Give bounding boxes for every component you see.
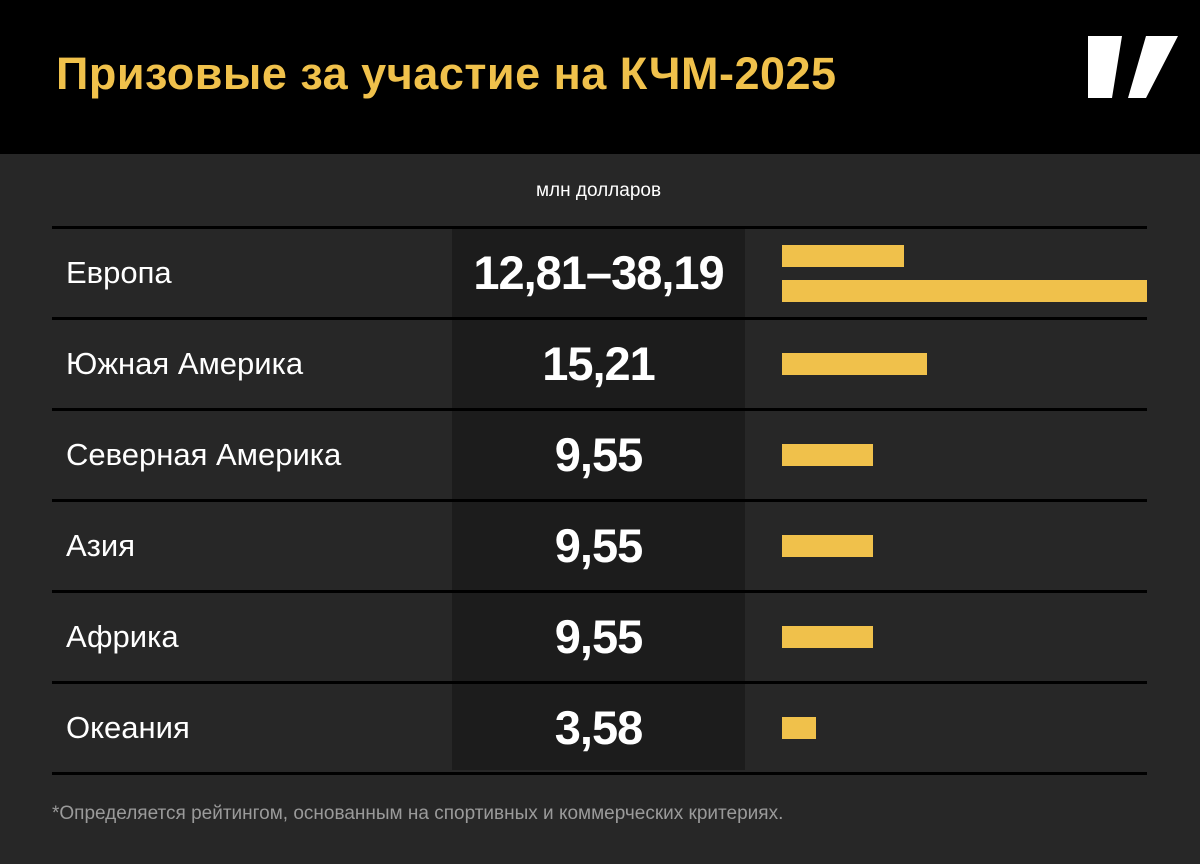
page-title: Призовые за участие на КЧМ-2025 <box>56 48 837 99</box>
footnote: *Определяется рейтингом, основанным на с… <box>52 803 784 824</box>
bar-group <box>782 229 1147 317</box>
bar-group <box>782 502 1147 590</box>
table-row: Северная Америка 9,55 <box>52 411 1147 499</box>
row-divider <box>52 317 1147 320</box>
data-table: Европа 12,81–38,19 Южная Америка 15,21 Север… <box>52 226 1147 775</box>
row-divider <box>52 408 1147 411</box>
row-divider <box>52 226 1147 229</box>
region-label: Океания <box>66 710 190 745</box>
bar <box>782 353 928 375</box>
region-label: Азия <box>66 528 135 563</box>
row-divider <box>52 681 1147 684</box>
prize-value: 9,55 <box>554 428 643 481</box>
bar-group <box>782 684 1147 772</box>
bar <box>782 279 1147 302</box>
prize-value: 15,21 <box>542 337 656 390</box>
unit-label: млн долларов <box>535 180 662 201</box>
row-divider <box>52 590 1147 593</box>
bar-group <box>782 320 1147 408</box>
table-row: Океания 3,58 <box>52 684 1147 772</box>
region-label: Европа <box>66 255 172 290</box>
table-row: Азия 9,55 <box>52 502 1147 590</box>
prize-value: 3,58 <box>554 701 643 754</box>
bar-group <box>782 593 1147 681</box>
bar <box>782 626 874 648</box>
header: Призовые за участие на КЧМ-2025 <box>0 0 1200 154</box>
prize-value: 9,55 <box>554 519 643 572</box>
row-divider <box>52 499 1147 502</box>
bar <box>782 444 874 466</box>
bar <box>782 535 874 557</box>
region-label: Африка <box>66 619 179 654</box>
bar <box>782 717 817 739</box>
prize-value: 9,55 <box>554 610 643 663</box>
bar-group <box>782 411 1147 499</box>
bar <box>782 244 905 267</box>
table-row: Европа 12,81–38,19 <box>52 229 1147 317</box>
row-divider <box>52 772 1147 775</box>
region-label: Южная Америка <box>66 346 304 381</box>
table-row: Африка 9,55 <box>52 593 1147 681</box>
brand-logo-icon <box>1088 36 1178 98</box>
table-row: Южная Америка 15,21 <box>52 320 1147 408</box>
region-label: Северная Америка <box>66 437 342 472</box>
prize-value: 12,81–38,19 <box>473 246 724 299</box>
